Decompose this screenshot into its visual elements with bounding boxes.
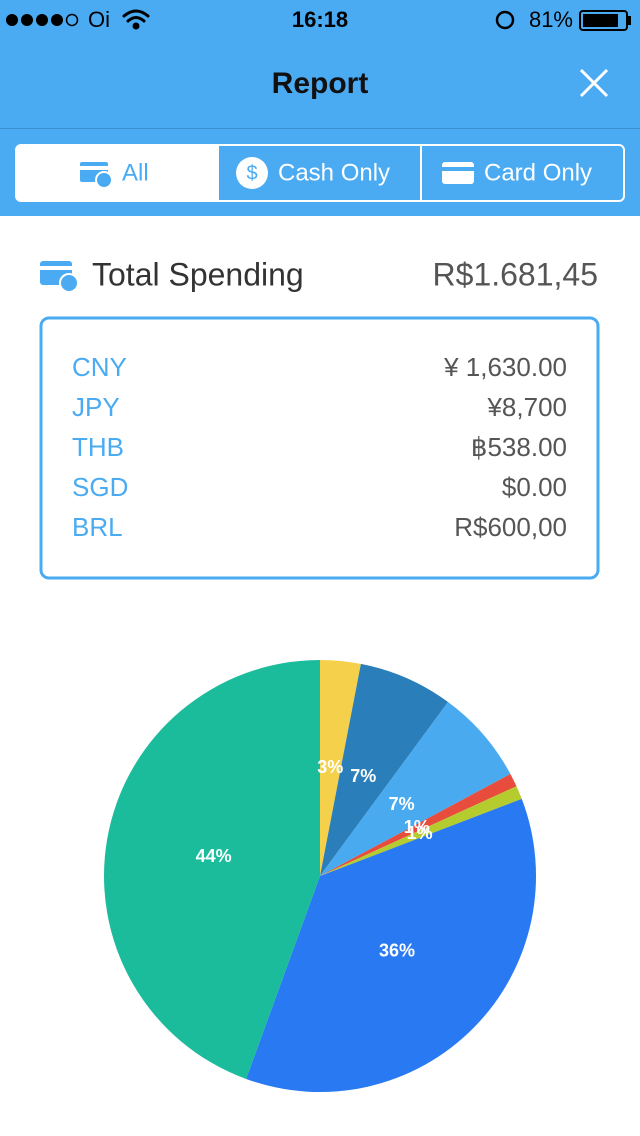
summary-label: Total Spending xyxy=(92,256,304,292)
wifi-icon xyxy=(122,9,150,30)
pie-slice xyxy=(320,786,522,876)
slice-label: 44% xyxy=(196,846,232,866)
currency-amount: ฿538.00 xyxy=(471,432,567,462)
currency-code: BRL xyxy=(72,512,123,542)
slice-label: 1% xyxy=(407,823,433,843)
signal xyxy=(6,13,79,27)
currency-box xyxy=(39,316,600,580)
tab-selected-bg xyxy=(17,146,218,200)
pie-slice xyxy=(320,773,517,876)
tab-cash[interactable]: $ Cash Only xyxy=(236,157,390,189)
header-title: Report xyxy=(272,67,369,100)
clock: 16:18 xyxy=(292,7,348,32)
currency-amount: ¥8,700 xyxy=(486,392,567,422)
tab-label: All xyxy=(122,159,149,186)
pie-slice xyxy=(320,663,449,876)
dollar-icon: $ xyxy=(246,162,257,184)
pie-slice xyxy=(103,660,320,1079)
segmented-control xyxy=(15,144,625,202)
slice-label: 3% xyxy=(317,757,343,777)
battery-level: 81% xyxy=(529,7,573,32)
close-button[interactable] xyxy=(579,68,609,98)
slice-label: 36% xyxy=(379,941,415,961)
slice-label: 1% xyxy=(404,817,430,837)
tab-all[interactable]: All xyxy=(80,159,149,189)
currency-amount: $0.00 xyxy=(502,472,567,502)
currency-code: SGD xyxy=(72,472,128,502)
battery-icon xyxy=(579,10,631,31)
pie-slice xyxy=(320,659,361,876)
currency-code: THB xyxy=(72,432,124,462)
slice-label: 7% xyxy=(389,794,415,814)
currency-amount: ¥ 1,630.00 xyxy=(443,352,567,382)
alarm-icon xyxy=(495,10,515,30)
summary-amount: R$1.681,45 xyxy=(433,256,598,292)
currency-code: JPY xyxy=(72,392,120,422)
spending-icon xyxy=(40,261,79,293)
tab-label: Cash Only xyxy=(278,159,390,186)
currency-amount: R$600,00 xyxy=(454,512,567,542)
pie-slice xyxy=(320,702,511,876)
slice-label: 7% xyxy=(350,766,376,786)
tab-label: Card Only xyxy=(484,159,592,186)
tab-card[interactable]: Card Only xyxy=(442,159,592,186)
carrier: Oi xyxy=(88,7,110,32)
currency-code: CNY xyxy=(72,352,127,382)
pie-slice xyxy=(246,798,536,1092)
